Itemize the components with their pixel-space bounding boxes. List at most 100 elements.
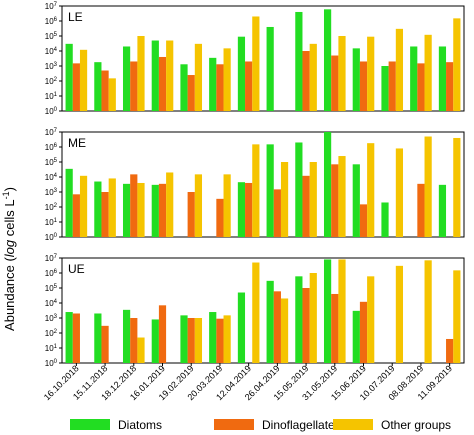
bar-diatoms [180,315,188,363]
y-tick-label: 107 [45,254,58,263]
bar-diatoms [94,313,102,363]
bar-diatoms [122,46,131,112]
bar-dinoflagellates [302,175,310,237]
bar-other-groups [166,172,174,237]
bar-other-groups [309,273,317,363]
y-tick-label: 106 [45,17,58,26]
bar-other-groups [194,174,203,237]
y-tick-label: 105 [45,32,58,41]
y-tick-label: 106 [45,143,58,152]
bar-dinoflagellates [359,204,368,237]
bar-diatoms [295,11,303,111]
bar-other-groups [108,178,116,237]
panel-me: 100 101 102 103 104 105 106 107 ME [45,128,465,242]
y-tick-label: 100 [45,107,58,116]
y-tick-label: 102 [45,77,58,86]
bar-dinoflagellates [187,318,195,363]
bar-diatoms [295,142,303,237]
bar-other-groups [79,49,88,111]
bar-other-groups [137,337,145,363]
bar-other-groups [223,48,231,111]
bar-dinoflagellates [331,55,339,111]
bar-diatoms [65,312,73,363]
bar-diatoms [237,36,246,111]
panel-label: UE [68,262,85,276]
y-tick-label: 100 [45,233,58,242]
bar-other-groups [453,137,461,237]
bar-diatoms [438,184,447,237]
bar-other-groups [338,36,346,111]
bar-other-groups [252,16,260,112]
legend-entry: Diatoms [118,418,162,432]
y-tick-label: 104 [45,299,58,308]
y-tick-label: 101 [45,92,58,101]
bar-other-groups [453,270,461,363]
bar-other-groups [367,143,375,237]
panel-label: LE [68,10,83,24]
panel-label: ME [68,136,86,150]
bar-other-groups [395,28,404,112]
bar-dinoflagellates [72,313,80,363]
bar-dinoflagellates [216,64,224,111]
bar-dinoflagellates [417,183,425,237]
bar-dinoflagellates [187,192,195,237]
bar-diatoms [381,66,389,111]
bar-dinoflagellates [245,61,253,111]
plot-frame [61,131,465,238]
bar-other-groups [194,43,203,112]
bar-diatoms [266,280,274,363]
y-tick-label: 101 [45,344,58,353]
y-axis-label: Abundance (log cells L-1) [1,187,17,331]
bar-dinoflagellates [101,192,109,237]
bar-other-groups [395,148,404,237]
bar-diatoms [266,144,274,237]
bar-other-groups [367,36,375,111]
y-tick-label: 100 [45,359,58,368]
y-tick-label: 103 [45,62,58,71]
bar-other-groups [223,315,231,363]
bar-diatoms [180,64,188,111]
legend-swatch [70,419,110,430]
bar-dinoflagellates [388,61,396,111]
bar-diatoms [122,183,131,237]
bar-diatoms [323,9,332,111]
bar-dinoflagellates [158,305,167,363]
bar-dinoflagellates [446,62,454,111]
bar-diatoms [381,202,389,237]
plot-frame [61,5,465,112]
bar-dinoflagellates [130,318,138,363]
bar-dinoflagellates [72,194,80,237]
bar-other-groups [252,144,260,237]
legend-swatch [333,419,373,430]
bar-other-groups [424,136,432,237]
bar-dinoflagellates [130,61,138,111]
bar-dinoflagellates [273,291,281,363]
legend-swatch [214,419,254,430]
bar-diatoms [323,132,332,237]
bar-dinoflagellates [446,338,454,363]
bar-other-groups [194,318,203,363]
bar-dinoflagellates [187,75,195,111]
legend-entry: Dinoflagellates [262,418,341,432]
bar-other-groups [367,276,375,363]
bar-other-groups [137,36,145,111]
bar-other-groups [309,43,317,112]
bar-diatoms [237,182,246,237]
bar-diatoms [65,168,73,237]
bar-dinoflagellates [216,198,224,237]
bar-diatoms [352,48,360,111]
bar-diatoms [94,181,102,237]
bar-other-groups [108,78,116,111]
bar-other-groups [309,162,317,237]
y-tick-label: 102 [45,203,58,212]
bar-diatoms [151,184,159,237]
bar-diatoms [410,46,418,112]
bar-other-groups [79,175,88,237]
bar-diatoms [352,164,360,237]
bar-diatoms [237,292,246,363]
bar-other-groups [280,298,289,363]
bar-other-groups [338,259,346,363]
panel-ue: 100 101 102 103 104 105 106 107 UE [45,254,465,368]
bar-dinoflagellates [245,182,253,237]
